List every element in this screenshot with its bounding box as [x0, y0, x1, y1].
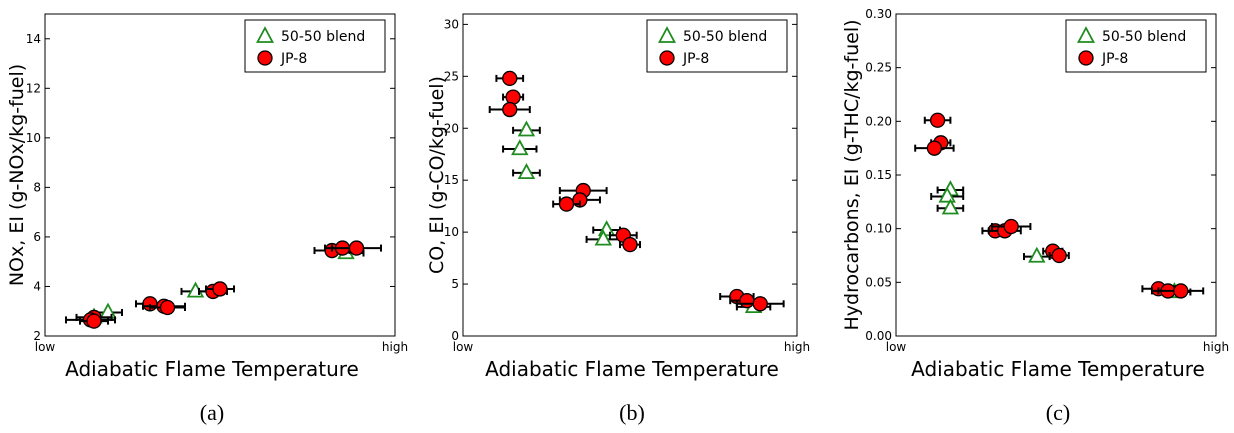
data-point-blend — [186, 281, 205, 298]
legend-label-jp8: JP-8 — [280, 51, 307, 67]
data-point-jp8 — [622, 236, 638, 253]
data-point-jp8 — [1051, 247, 1067, 264]
series-jp8 — [65, 240, 382, 329]
series-jp8 — [488, 70, 785, 312]
x-axis-label: Adiabatic Flame Temperature — [911, 357, 1205, 381]
x-tick-label-low: low — [886, 340, 907, 354]
data-point-jp8 — [86, 313, 102, 329]
data-point-jp8 — [752, 296, 768, 312]
y-tick-label: 0.20 — [865, 114, 892, 128]
legend-label-jp8: JP-8 — [1101, 51, 1128, 67]
data-point-blend — [594, 229, 612, 246]
y-tick-label: 0.00 — [865, 329, 892, 343]
data-point-jp8 — [502, 70, 518, 87]
data-point-jp8 — [1173, 283, 1189, 299]
x-tick-label-low: low — [453, 340, 474, 354]
data-point-blend — [941, 198, 960, 215]
data-point-jp8 — [1003, 218, 1019, 235]
legend-marker-jp8 — [1078, 50, 1094, 66]
y-axis-label: NOx, EI (g-NOx/kg-fuel) — [6, 64, 28, 286]
legend-marker-blend — [255, 26, 275, 43]
legend-marker-jp8 — [257, 50, 273, 66]
y-tick-label: 25 — [444, 69, 459, 83]
x-axis-label: Adiabatic Flame Temperature — [65, 357, 359, 381]
y-tick-label: 0 — [451, 329, 459, 343]
chart-panel-3: 0.00 0.05 0.10 0.15 0.20 0.25 0.30 low high Adiab… — [841, 7, 1229, 425]
y-axis-label: Hydrocarbons, EI (g-THC/kg-fuel) — [841, 19, 863, 330]
legend-marker-blend — [1076, 26, 1096, 43]
legend: 50-50 blend JP-8 — [1065, 19, 1207, 73]
data-markers — [914, 112, 1205, 299]
data-point-blend — [511, 139, 529, 156]
data-point-jp8 — [212, 281, 228, 297]
y-tick-label: 0.30 — [865, 7, 892, 21]
legend-label-blend: 50-50 blend — [683, 29, 767, 45]
data-point-blend — [517, 163, 536, 180]
data-markers — [65, 240, 382, 329]
y-tick-label: 0.05 — [865, 275, 892, 289]
data-point-jp8 — [558, 196, 575, 212]
legend: 50-50 blend JP-8 — [244, 19, 386, 73]
data-point-jp8 — [739, 293, 755, 309]
legend: 50-50 blend JP-8 — [646, 19, 788, 73]
legend-marker-blend — [657, 26, 677, 43]
x-tick-label-high: high — [1203, 340, 1229, 354]
y-tick-label: 4 — [33, 279, 41, 293]
data-point-blend — [1028, 246, 1046, 263]
y-tick-label: 0.10 — [865, 222, 892, 236]
y-tick-label: 14 — [26, 32, 41, 46]
data-point-jp8 — [348, 240, 365, 256]
data-point-jp8 — [505, 89, 521, 105]
x-axis-label: Adiabatic Flame Temperature — [485, 357, 779, 381]
y-tick-label: 10 — [26, 131, 41, 145]
legend-label-blend: 50-50 blend — [1102, 29, 1186, 45]
legend-label-blend: 50-50 blend — [281, 29, 365, 45]
series-jp8 — [914, 112, 1205, 299]
data-point-blend — [938, 186, 956, 203]
data-point-jp8 — [929, 112, 946, 128]
data-point-jp8 — [159, 299, 176, 316]
data-point-blend — [517, 120, 536, 137]
y-axis-label: CO, EI (g-CO/kg-fuel) — [426, 76, 448, 274]
legend-label-jp8: JP-8 — [682, 51, 709, 67]
chart-panel-2: 0 5 10 15 20 25 30 low high Adiabatic Flame Tempe… — [426, 13, 810, 425]
chart-panel-1: 2 4 6 8 10 12 14 low high Adiabatic Flame Tempera… — [6, 13, 408, 425]
data-point-jp8 — [926, 140, 943, 156]
data-point-blend — [99, 302, 117, 319]
plot-frame — [462, 13, 798, 337]
panel-caption: (c) — [1046, 400, 1070, 425]
plot-frame — [44, 13, 396, 337]
y-tick-label: 30 — [444, 17, 459, 31]
x-tick-label-high: high — [382, 340, 408, 354]
data-point-jp8 — [502, 101, 518, 118]
series-blend — [930, 180, 1192, 299]
y-tick-label: 8 — [33, 180, 41, 194]
panel-caption: (a) — [200, 400, 224, 425]
series-blend — [502, 120, 772, 314]
y-tick-label: 15 — [444, 173, 459, 187]
y-tick-label: 10 — [444, 225, 459, 239]
y-tick-label: 0.15 — [865, 168, 892, 182]
y-tick-label: 0.25 — [865, 61, 892, 75]
y-tick-label: 12 — [26, 81, 41, 95]
panel-caption: (b) — [619, 400, 645, 425]
x-tick-label-low: low — [35, 340, 56, 354]
y-tick-label: 20 — [444, 121, 459, 135]
y-tick-label: 2 — [33, 329, 41, 343]
x-tick-label-high: high — [784, 340, 810, 354]
data-markers — [488, 70, 785, 314]
legend-marker-jp8 — [659, 50, 675, 66]
y-tick-label: 5 — [451, 277, 459, 291]
y-tick-label: 6 — [33, 230, 41, 244]
